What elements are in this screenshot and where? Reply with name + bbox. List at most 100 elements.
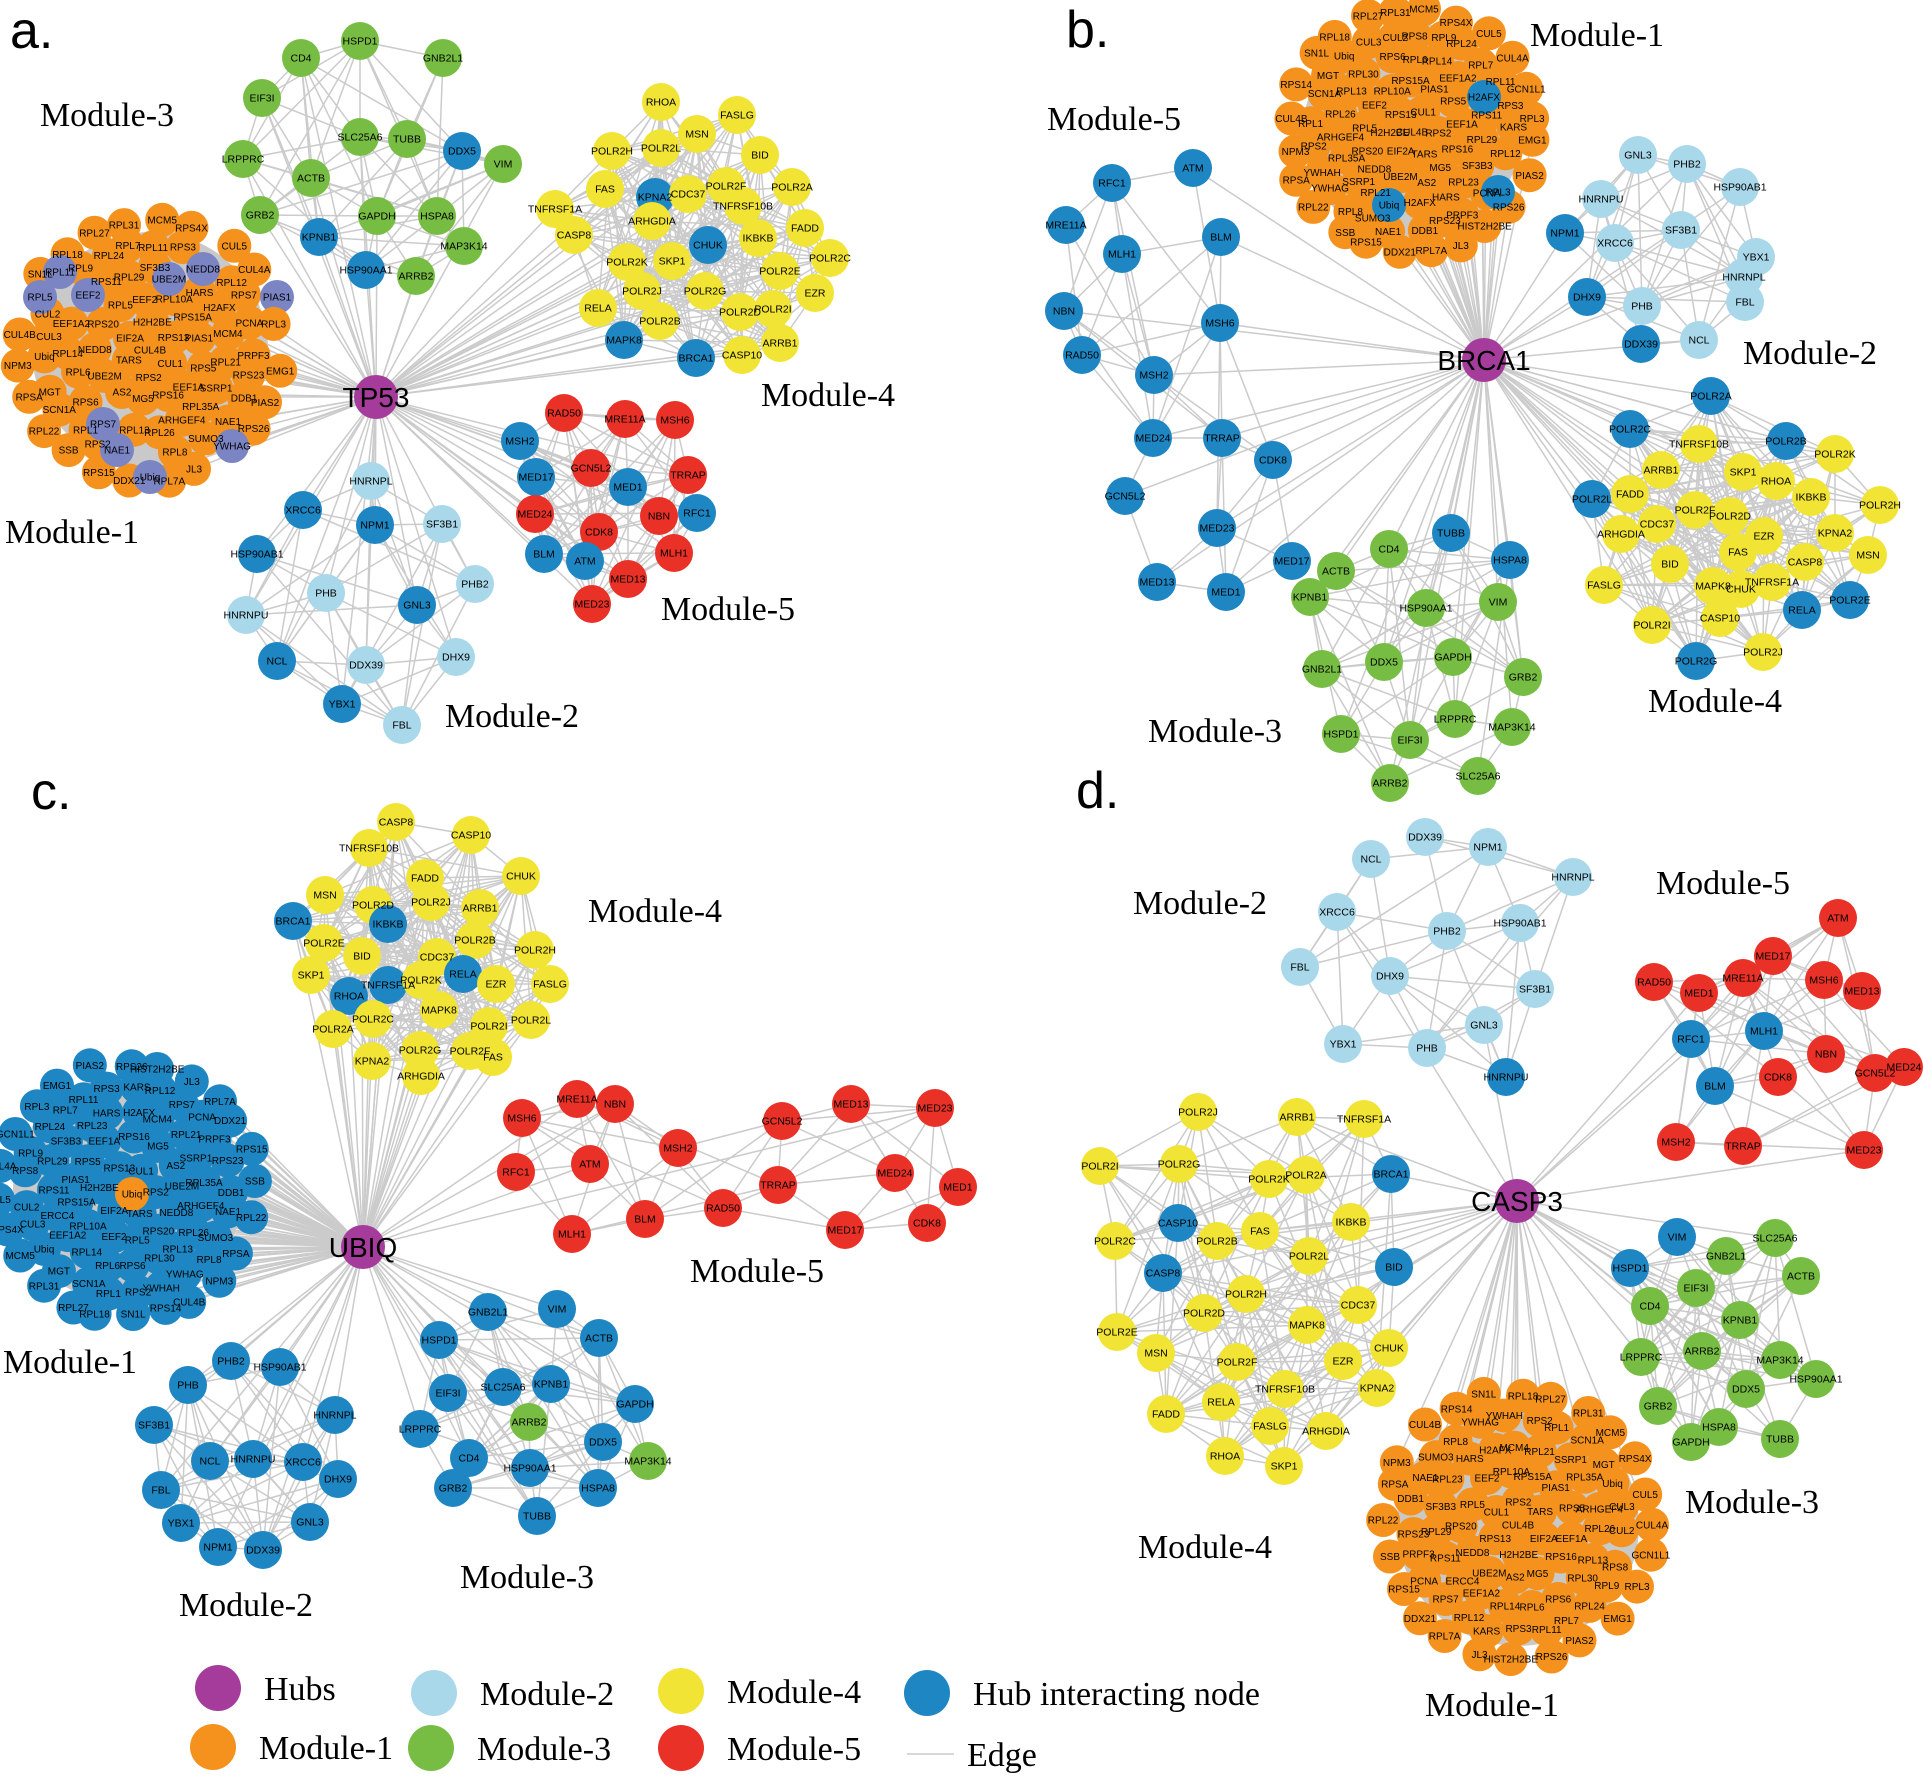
svg-text:FASLG: FASLG	[1587, 580, 1621, 592]
svg-text:BLM: BLM	[1704, 1081, 1726, 1093]
svg-text:MG5: MG5	[1527, 1569, 1549, 1580]
svg-text:Module-3: Module-3	[460, 1559, 594, 1596]
svg-text:MED24: MED24	[1886, 1062, 1921, 1074]
svg-text:PHB: PHB	[1631, 301, 1653, 313]
svg-text:TRRAP: TRRAP	[670, 470, 706, 482]
svg-text:MED23: MED23	[1199, 523, 1234, 535]
svg-text:CUL5: CUL5	[0, 1195, 11, 1206]
svg-text:SF3B1: SF3B1	[138, 1420, 170, 1432]
svg-text:MSH6: MSH6	[507, 1113, 536, 1125]
svg-text:RAD50: RAD50	[547, 408, 581, 420]
svg-text:ARRB1: ARRB1	[1279, 1112, 1314, 1124]
svg-text:CDK8: CDK8	[585, 527, 613, 539]
svg-text:HNRNPL: HNRNPL	[313, 1410, 356, 1422]
svg-text:RPL7: RPL7	[115, 241, 140, 252]
svg-text:RFC1: RFC1	[683, 508, 711, 520]
svg-text:RPS16: RPS16	[1545, 1552, 1577, 1563]
svg-text:POLR2H: POLR2H	[1225, 1289, 1267, 1301]
svg-text:NCL: NCL	[1360, 854, 1381, 866]
svg-text:EIF2A: EIF2A	[116, 334, 144, 345]
svg-text:NBN: NBN	[1815, 1049, 1837, 1061]
svg-text:RPL12: RPL12	[1490, 149, 1521, 160]
svg-text:CHUK: CHUK	[693, 240, 723, 252]
svg-text:SKP1: SKP1	[1730, 467, 1757, 479]
svg-text:ARHGDIA: ARHGDIA	[628, 216, 676, 228]
svg-text:NPM1: NPM1	[360, 520, 389, 532]
svg-text:GCN5L2: GCN5L2	[762, 1116, 803, 1128]
svg-text:PCNA: PCNA	[188, 1112, 216, 1123]
svg-text:YBX1: YBX1	[168, 1518, 195, 1530]
svg-text:TNFRSF1A: TNFRSF1A	[1745, 577, 1799, 589]
svg-text:DHX9: DHX9	[324, 1474, 352, 1486]
svg-text:POLR2K: POLR2K	[1248, 1174, 1289, 1186]
svg-text:CUL5: CUL5	[222, 241, 248, 252]
svg-text:DHX9: DHX9	[1573, 292, 1601, 304]
svg-text:Module-2: Module-2	[1743, 335, 1877, 372]
svg-text:CHUK: CHUK	[1374, 1343, 1404, 1355]
svg-text:CUL4A: CUL4A	[1636, 1520, 1669, 1531]
svg-text:AS2: AS2	[1417, 178, 1436, 189]
svg-text:POLR2G: POLR2G	[1158, 1159, 1201, 1171]
svg-text:CDK8: CDK8	[1764, 1072, 1792, 1084]
svg-text:MSN: MSN	[1144, 1348, 1167, 1360]
svg-text:MG5: MG5	[132, 394, 154, 405]
svg-text:FAS: FAS	[595, 184, 615, 196]
svg-text:GNL3: GNL3	[1470, 1020, 1498, 1032]
svg-text:EEF2: EEF2	[132, 295, 157, 306]
svg-text:RPL8: RPL8	[162, 448, 187, 459]
svg-text:NPM1: NPM1	[203, 1542, 232, 1554]
svg-text:POLR2J: POLR2J	[1743, 647, 1783, 659]
svg-text:Module-2: Module-2	[445, 698, 579, 735]
svg-text:RPS26: RPS26	[1536, 1652, 1568, 1663]
svg-text:PHB: PHB	[1416, 1043, 1438, 1055]
svg-text:RELA: RELA	[1207, 1397, 1234, 1409]
svg-text:RPS8: RPS8	[1401, 31, 1428, 42]
svg-text:RPS3: RPS3	[1505, 1624, 1532, 1635]
svg-text:RPL3: RPL3	[1485, 188, 1510, 199]
svg-text:RPL35A: RPL35A	[1566, 1472, 1604, 1483]
svg-text:ARHGEF4: ARHGEF4	[158, 416, 206, 427]
svg-text:UBE2M: UBE2M	[87, 372, 121, 383]
svg-text:GNL3: GNL3	[296, 1517, 324, 1529]
svg-text:NPM3: NPM3	[4, 361, 32, 372]
svg-text:SSB: SSB	[1380, 1552, 1400, 1563]
svg-text:POLR2K: POLR2K	[1814, 449, 1855, 461]
svg-text:Hubs: Hubs	[264, 1671, 336, 1708]
svg-text:RHOA: RHOA	[1210, 1451, 1240, 1463]
svg-text:RPL29: RPL29	[1467, 135, 1498, 146]
svg-text:NCL: NCL	[1688, 335, 1709, 347]
svg-text:SSRP1: SSRP1	[200, 384, 233, 395]
svg-text:GRB2: GRB2	[1509, 672, 1538, 684]
svg-text:RPL35A: RPL35A	[182, 402, 220, 413]
svg-text:b.: b.	[1066, 1, 1109, 59]
svg-text:GRB2: GRB2	[1644, 1401, 1673, 1413]
svg-text:TUBB: TUBB	[1766, 1434, 1794, 1446]
svg-text:PHB2: PHB2	[217, 1356, 245, 1368]
svg-text:HSPA8: HSPA8	[581, 1483, 615, 1495]
svg-text:GCN1L1: GCN1L1	[0, 1130, 35, 1141]
svg-text:BLM: BLM	[1210, 232, 1232, 244]
svg-text:RHOA: RHOA	[334, 991, 364, 1003]
svg-text:EMG1: EMG1	[1518, 135, 1547, 146]
svg-text:MED1: MED1	[1211, 587, 1240, 599]
svg-text:MAP3K14: MAP3K14	[624, 1456, 671, 1468]
svg-text:POLR2C: POLR2C	[809, 253, 851, 265]
svg-text:RPS6: RPS6	[119, 1261, 146, 1272]
svg-text:XRCC6: XRCC6	[285, 505, 321, 517]
svg-text:PIAS1: PIAS1	[62, 1175, 91, 1186]
svg-text:MRE11A: MRE11A	[1045, 220, 1086, 232]
svg-text:RPL6: RPL6	[1519, 1603, 1544, 1614]
svg-text:POLR2J: POLR2J	[1178, 1107, 1218, 1119]
svg-text:CUL3: CUL3	[1609, 1502, 1635, 1513]
svg-text:SF3B1: SF3B1	[1665, 225, 1697, 237]
svg-text:GCN1L1: GCN1L1	[1507, 84, 1546, 95]
svg-text:CDC37: CDC37	[671, 189, 706, 201]
svg-text:RPS23: RPS23	[233, 370, 265, 381]
svg-text:HSP90AA1: HSP90AA1	[1789, 1374, 1842, 1386]
svg-text:DHX9: DHX9	[442, 652, 470, 664]
svg-text:POLR2F: POLR2F	[706, 181, 747, 193]
svg-text:DDX5: DDX5	[1732, 1384, 1760, 1396]
svg-text:NPM3: NPM3	[205, 1276, 233, 1287]
svg-text:RPL23: RPL23	[1448, 178, 1479, 189]
svg-text:Module-1: Module-1	[259, 1730, 393, 1767]
